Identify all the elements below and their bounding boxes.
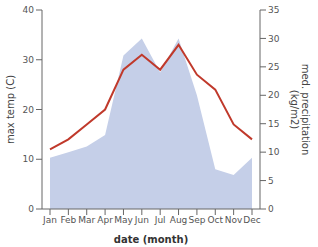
svg-text:40: 40 xyxy=(23,5,35,15)
svg-text:med. precipitation(kg/m2): med. precipitation(kg/m2) xyxy=(290,64,311,156)
svg-text:10: 10 xyxy=(23,154,35,164)
svg-text:Feb: Feb xyxy=(60,215,76,225)
svg-text:Oct: Oct xyxy=(207,215,223,225)
svg-text:10: 10 xyxy=(268,147,280,157)
svg-text:Apr: Apr xyxy=(97,215,113,225)
svg-text:May: May xyxy=(114,215,133,225)
svg-text:Jan: Jan xyxy=(42,215,57,225)
svg-text:Dec: Dec xyxy=(243,215,260,225)
svg-text:30: 30 xyxy=(268,34,280,44)
svg-text:30: 30 xyxy=(23,55,35,65)
svg-text:20: 20 xyxy=(268,90,280,100)
svg-text:15: 15 xyxy=(268,119,279,129)
svg-text:max temp (C): max temp (C) xyxy=(8,75,16,144)
svg-text:Jul: Jul xyxy=(154,215,166,225)
svg-text:0: 0 xyxy=(268,204,274,214)
svg-text:date (month): date (month) xyxy=(114,234,188,245)
svg-text:Sep: Sep xyxy=(188,215,205,225)
svg-text:Nov: Nov xyxy=(225,215,243,225)
svg-text:Jun: Jun xyxy=(134,215,149,225)
svg-text:Aug: Aug xyxy=(170,215,188,225)
svg-text:35: 35 xyxy=(268,5,279,15)
svg-text:0: 0 xyxy=(28,204,34,214)
svg-text:5: 5 xyxy=(268,176,274,186)
svg-text:20: 20 xyxy=(23,105,35,115)
svg-text:25: 25 xyxy=(268,62,279,72)
svg-text:Mar: Mar xyxy=(78,215,95,225)
